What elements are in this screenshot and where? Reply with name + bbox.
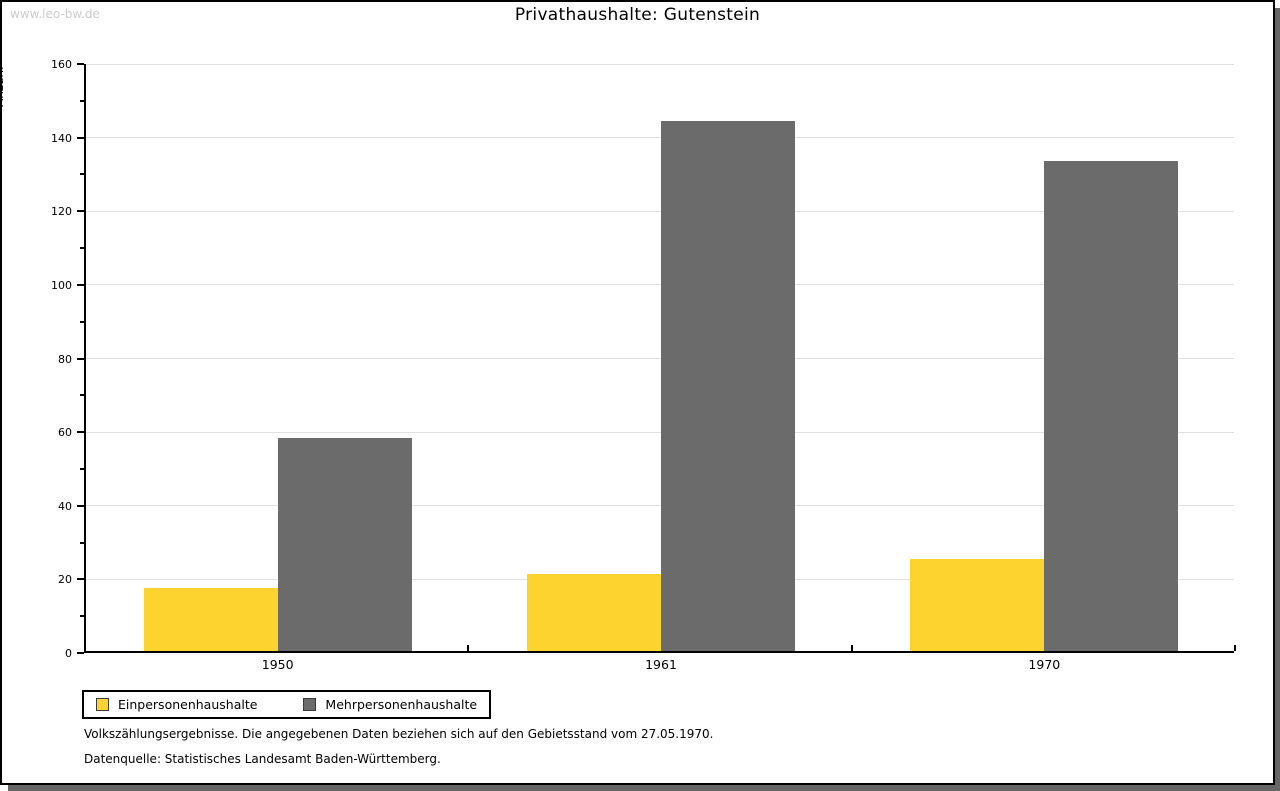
- x-axis-label-1950: 1950: [261, 657, 294, 672]
- x-axis-label-1970: 1970: [1028, 657, 1061, 672]
- x-axis-boundary-tick: [467, 645, 470, 651]
- y-axis-tick: [77, 504, 84, 507]
- bar-mehrpersonenhaushalte-1950: [277, 437, 412, 651]
- legend: Einpersonenhaushalte Mehrpersonenhaushal…: [82, 690, 492, 719]
- y-axis-tick-label: 20: [58, 573, 72, 587]
- y-axis-tick-label: 140: [51, 131, 72, 145]
- y-axis-minor-tick: [80, 99, 84, 102]
- y-axis-tick-label: 80: [58, 352, 72, 366]
- y-axis-tick-label: 160: [51, 58, 72, 71]
- bar-einpersonenhaushalte-1961: [527, 573, 661, 651]
- y-axis-minor-tick: [80, 615, 84, 618]
- footnote-line-2: Datenquelle: Statistisches Landesamt Bad…: [84, 752, 441, 766]
- y-axis-tick-label: 120: [51, 205, 72, 219]
- y-axis-minor-tick: [80, 320, 84, 323]
- y-axis-tick: [77, 63, 84, 65]
- legend-item-mehrpersonenhaushalte: Mehrpersonenhaushalte: [303, 697, 477, 712]
- y-axis-tick: [77, 357, 84, 360]
- plot-area: 0 20 40 60 80 100 120 140 160 1950 1961 1970: [51, 59, 1236, 672]
- gridline-y-100: [86, 284, 1234, 286]
- gridline-y-60: [86, 431, 1234, 433]
- y-axis-tick-label: 60: [58, 426, 72, 440]
- x-axis-boundary-tick: [850, 645, 853, 651]
- legend-swatch-yellow: [96, 698, 109, 711]
- y-axis-tick: [77, 210, 84, 213]
- y-axis-tick-label: 40: [58, 499, 72, 513]
- y-axis-tick: [77, 578, 84, 581]
- y-axis-minor-tick: [80, 247, 84, 250]
- x-axis-label-1961: 1961: [645, 657, 677, 672]
- y-axis-tick-label: 0: [65, 647, 72, 660]
- gridline-y-120: [86, 210, 1234, 212]
- y-axis-tick: [77, 283, 84, 286]
- y-axis-tick: [77, 136, 84, 139]
- y-axis-minor-tick: [80, 541, 84, 544]
- gridline-y-160: [86, 63, 1234, 65]
- legend-label: Einpersonenhaushalte: [118, 697, 258, 712]
- gridline-y-40: [86, 505, 1234, 507]
- gridline-y-80: [86, 358, 1234, 359]
- y-axis-minor-tick: [80, 173, 84, 176]
- x-axis-boundary-tick: [1234, 645, 1236, 651]
- y-axis-tick: [77, 652, 84, 654]
- legend-label: Mehrpersonenhaushalte: [325, 697, 478, 712]
- footnote-line-1: Volkszählungsergebnisse. Die angegebenen…: [84, 727, 714, 741]
- bar-einpersonenhaushalte-1970: [910, 558, 1045, 651]
- y-axis-minor-tick: [80, 394, 84, 397]
- bar-mehrpersonenhaushalte-1970: [1044, 161, 1179, 651]
- legend-item-einpersonenhaushalte: Einpersonenhaushalte: [96, 697, 257, 712]
- gridline-y-140: [86, 137, 1234, 139]
- y-axis-minor-tick: [80, 467, 84, 470]
- legend-swatch-gray: [303, 698, 317, 711]
- watermark: www.leo-bw.de: [10, 7, 100, 21]
- y-axis-tick: [77, 431, 84, 434]
- bar-einpersonenhaushalte-1950: [143, 588, 278, 651]
- chart-title: Privathaushalte: Gutenstein: [514, 5, 761, 25]
- bar-mehrpersonenhaushalte-1961: [661, 120, 795, 651]
- y-axis-tick-label: 100: [51, 278, 72, 292]
